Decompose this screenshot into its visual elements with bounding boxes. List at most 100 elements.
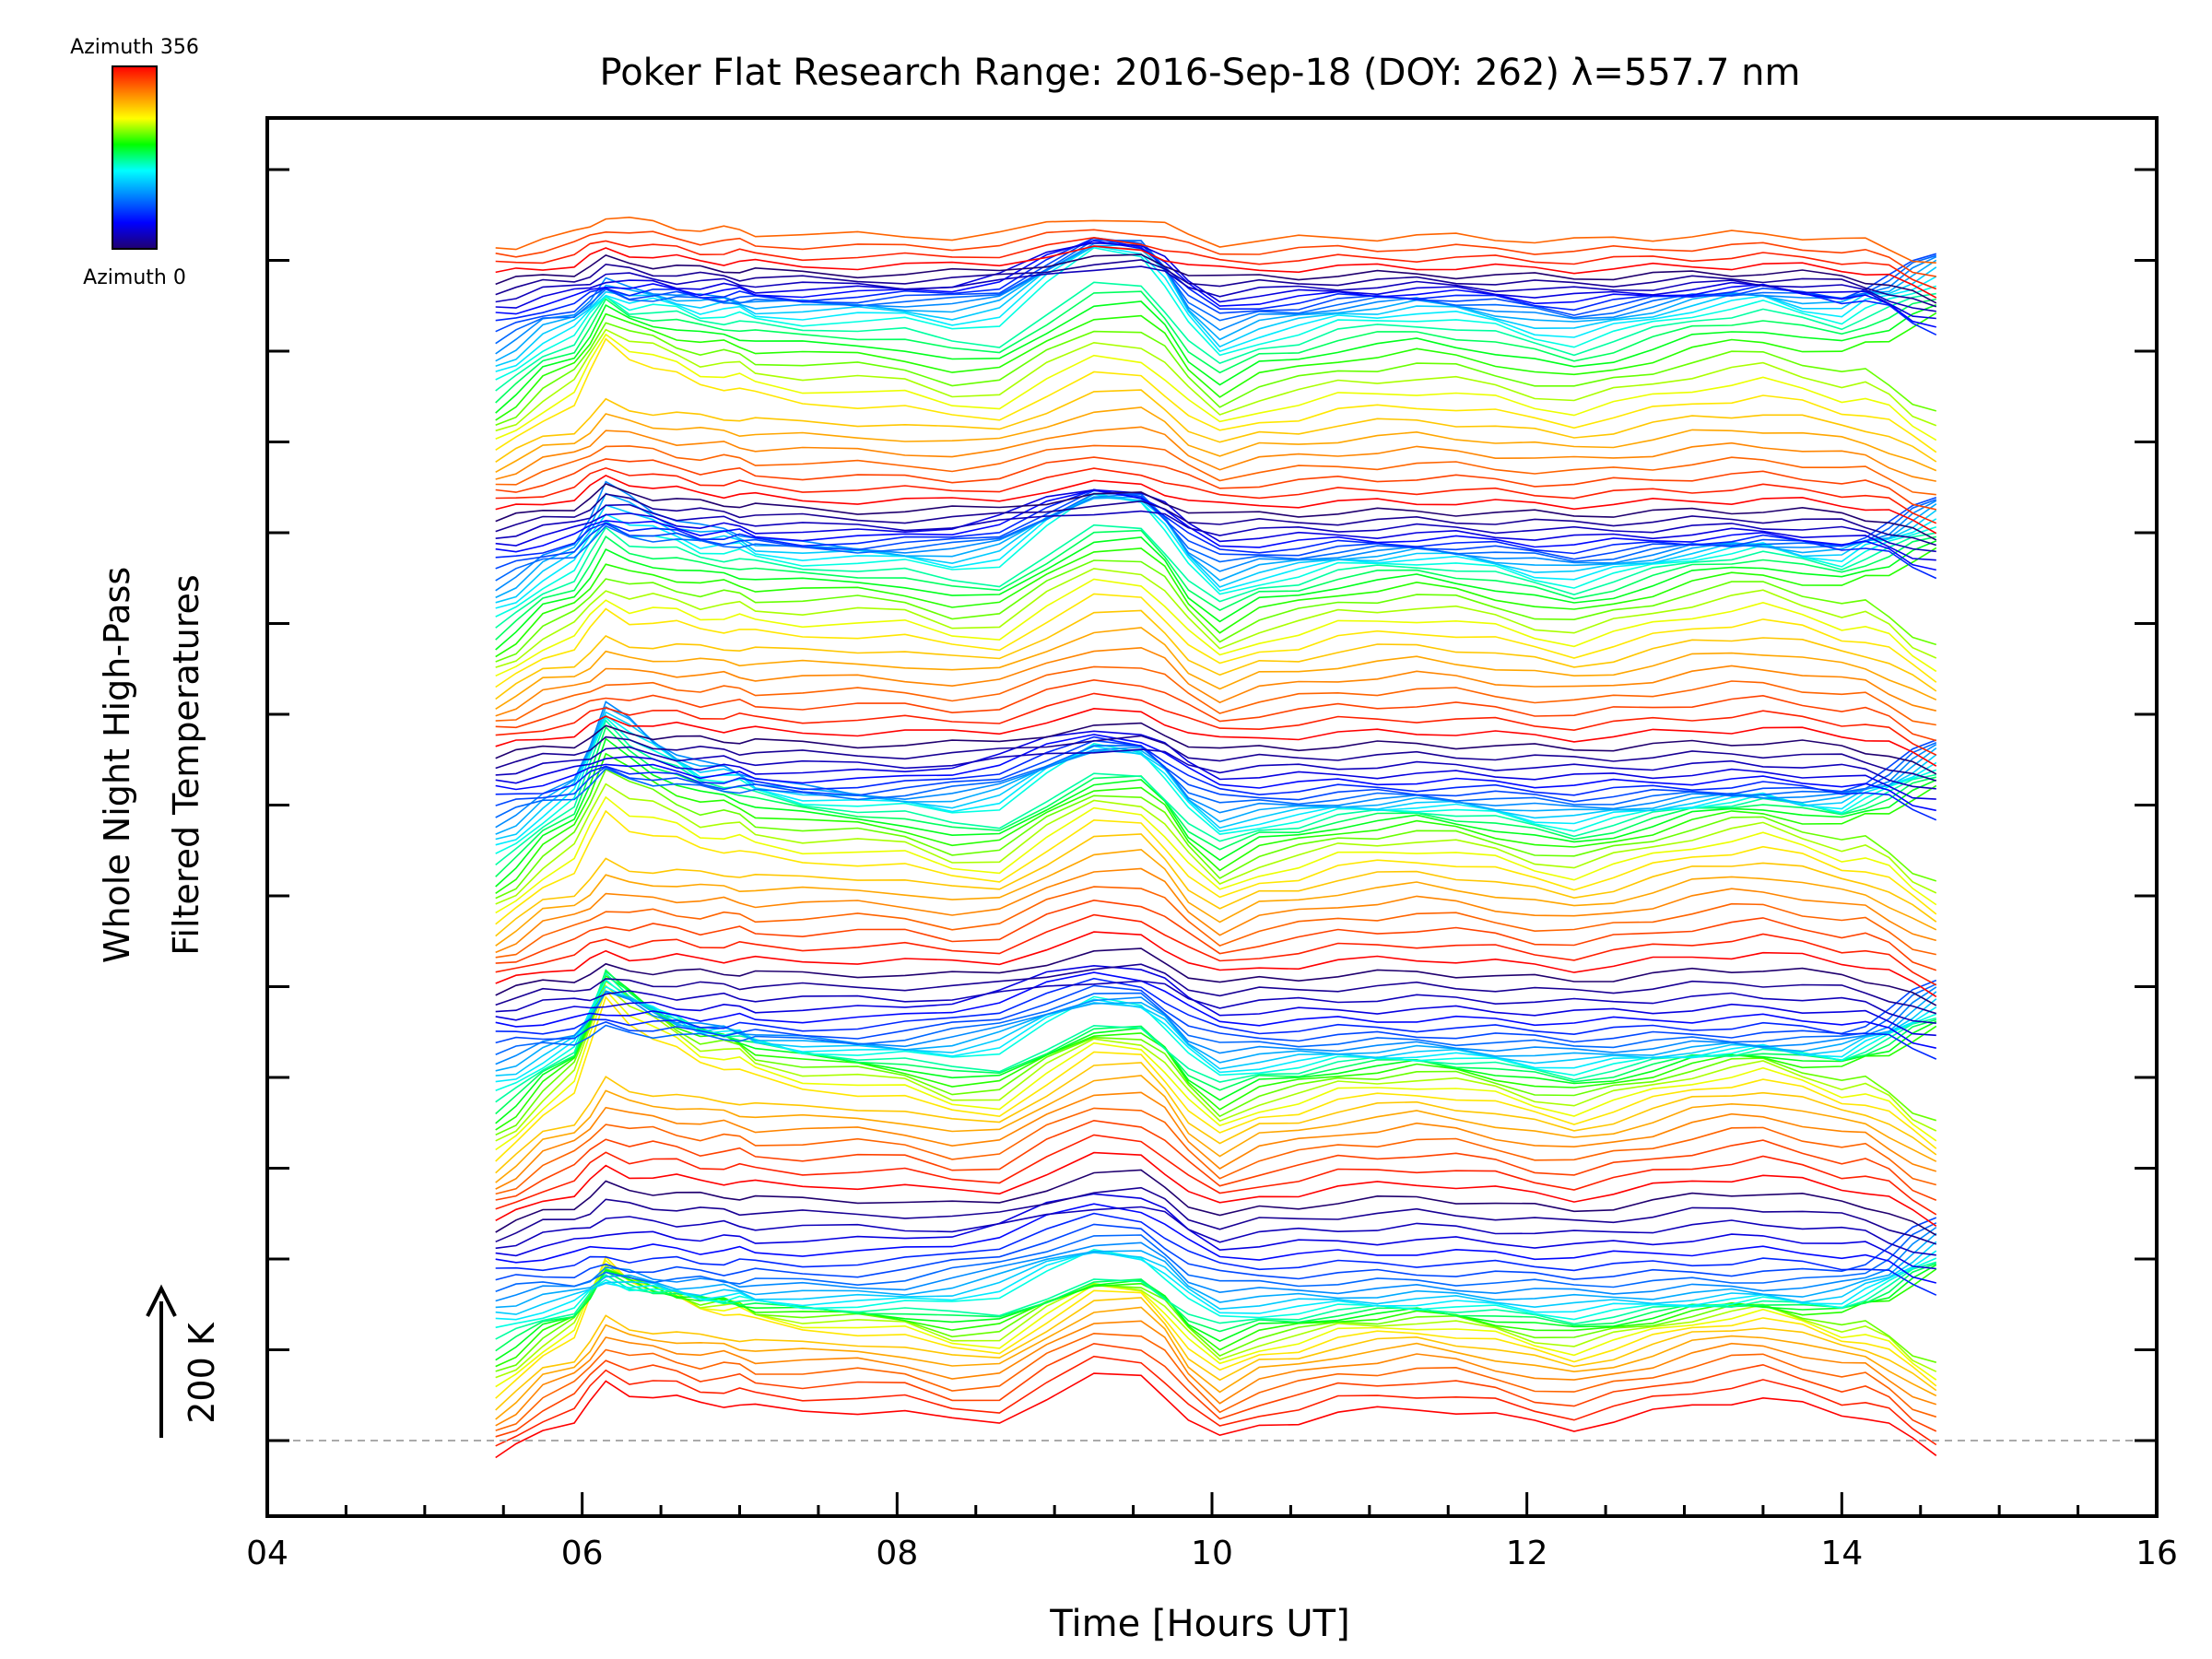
series-line — [495, 241, 1936, 320]
series-line — [495, 253, 1937, 304]
colorbar-top-label: Azimuth 356 — [70, 36, 199, 59]
series-line — [495, 503, 1936, 553]
series-line — [495, 899, 1937, 971]
series-line — [495, 833, 1937, 937]
series-line — [495, 488, 1937, 580]
series-line — [495, 578, 1937, 677]
series-line — [495, 466, 1937, 524]
series-line — [495, 735, 1937, 782]
series-line — [495, 725, 1936, 877]
x-tick-label: 12 — [1506, 1535, 1548, 1572]
series-line — [495, 986, 1937, 1065]
series-line — [495, 245, 1937, 367]
series-line — [495, 977, 1937, 1060]
series-line — [495, 609, 1937, 700]
series-line — [495, 1320, 1937, 1427]
series-line — [495, 1332, 1937, 1431]
ticks-layer: 04 06 08 10 12 14 16 — [246, 168, 2178, 1572]
series-line — [495, 312, 1937, 421]
series-line — [495, 1222, 1937, 1293]
series-line — [495, 1206, 1936, 1256]
series-line — [495, 229, 1936, 277]
series-line — [495, 964, 1936, 1037]
series-line — [495, 1297, 1937, 1411]
series-line — [495, 489, 1937, 570]
series-line — [495, 1261, 1937, 1340]
series-line — [495, 547, 1937, 658]
series-line — [495, 245, 1937, 372]
series-line — [495, 237, 1937, 336]
series-line — [495, 627, 1937, 710]
series-line — [495, 1241, 1937, 1315]
series-line — [495, 768, 1937, 900]
series-line — [495, 984, 1937, 1142]
series-line — [495, 290, 1936, 404]
series-line — [495, 474, 1937, 535]
series-line — [495, 1107, 1937, 1195]
series-line — [495, 989, 1937, 1151]
y-axis-label-line2: Filtered Temperatures — [166, 574, 206, 955]
series-line — [495, 848, 1937, 947]
series-line — [495, 1203, 1936, 1284]
series-line — [495, 1119, 1937, 1201]
series-line — [495, 1250, 1937, 1321]
series-line — [495, 265, 1936, 312]
series-line — [495, 426, 1936, 482]
series-line — [495, 1193, 1936, 1270]
series-line — [495, 991, 1937, 1072]
series-line — [495, 809, 1937, 925]
series-line — [495, 963, 1937, 1015]
series-line — [495, 240, 1936, 328]
x-tick-label: 04 — [246, 1535, 288, 1572]
series-line — [495, 322, 1937, 427]
series-line — [495, 593, 1937, 688]
series-line — [495, 389, 1937, 463]
series-line — [495, 482, 1937, 541]
series-line — [495, 559, 1937, 663]
x-tick-label: 14 — [1820, 1535, 1863, 1572]
series-line — [495, 456, 1936, 511]
series-line — [495, 752, 1937, 894]
series-line — [495, 529, 1936, 641]
series-line — [495, 1306, 1937, 1420]
series-line — [495, 337, 1937, 453]
x-tick-label: 06 — [561, 1535, 604, 1572]
series-line — [495, 406, 1937, 473]
series-line — [495, 216, 1936, 264]
scale-arrow-head — [146, 1284, 177, 1317]
series-line — [495, 492, 1937, 618]
series-line — [495, 971, 1936, 1103]
series-line — [495, 990, 1937, 1077]
series-line — [495, 722, 1937, 775]
series-line — [495, 735, 1937, 821]
series-line — [495, 746, 1936, 790]
series-line — [495, 493, 1937, 609]
series-line — [495, 1169, 1937, 1236]
series-line — [495, 568, 1937, 668]
x-axis-label: Time [Hours UT] — [1049, 1603, 1349, 1645]
series-line — [495, 867, 1937, 954]
series-line — [495, 678, 1937, 742]
series-line — [495, 1342, 1937, 1438]
series-line — [495, 281, 1936, 392]
series-line — [495, 1372, 1937, 1459]
series-line — [495, 985, 1937, 1083]
y-axis-label-line1: Whole Night High-Pass — [97, 567, 137, 963]
series-line — [495, 692, 1937, 756]
series-line — [495, 931, 1937, 998]
chart-title: Poker Flat Research Range: 2016-Sep-18 (… — [600, 52, 1801, 94]
series-line — [495, 246, 1937, 381]
series-line — [495, 714, 1937, 846]
series-line — [495, 979, 1937, 1044]
series-line — [495, 795, 1937, 914]
series-line — [495, 995, 1937, 1162]
scale-label: 200 K — [182, 1322, 222, 1424]
series-line — [495, 742, 1937, 818]
series-line — [495, 493, 1937, 547]
colorbar-bottom-label: Azimuth 0 — [83, 266, 186, 289]
series-line — [495, 1134, 1937, 1216]
series-line — [495, 1226, 1937, 1302]
series-line — [495, 665, 1936, 726]
series-layer — [495, 216, 1937, 1459]
